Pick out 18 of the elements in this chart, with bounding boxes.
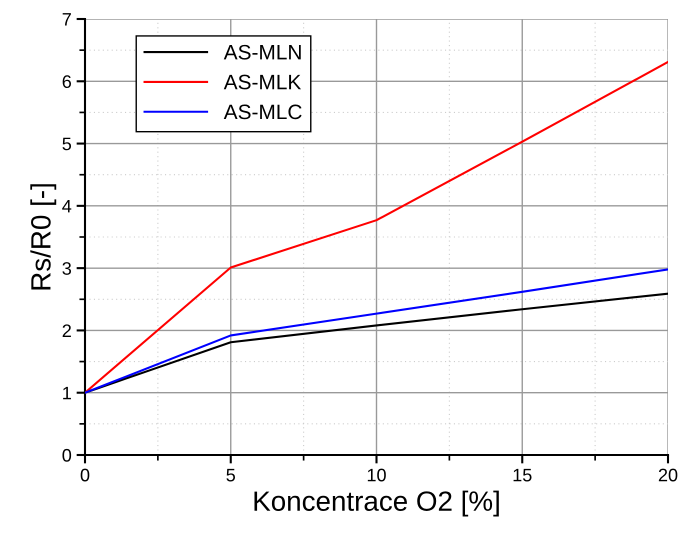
x-tick-label: 5 — [226, 468, 236, 482]
legend-label: AS-MLK — [224, 74, 302, 90]
legend-label: AS-MLN — [224, 44, 301, 60]
y-tick-label: 3 — [62, 262, 72, 275]
y-axis-title: Rs/R0 [-] — [30, 184, 56, 290]
y-tick-label: 7 — [62, 13, 71, 26]
y-tick-label: 4 — [62, 200, 72, 212]
x-tick-label: 0 — [80, 468, 90, 482]
y-tick-label: 2 — [62, 324, 71, 337]
x-axis-title: Koncentrace O2 [%] — [254, 490, 499, 516]
y-tick-label: 6 — [62, 75, 72, 88]
x-tick-label: 20 — [658, 468, 678, 482]
x-tick-label: 15 — [514, 468, 532, 482]
y-tick-label: 1 — [63, 386, 71, 400]
x-tick-label: 10 — [368, 468, 386, 482]
legend-label: AS-MLC — [224, 104, 302, 120]
y-tick-label: 5 — [62, 138, 72, 150]
y-tick-label: 0 — [62, 448, 72, 462]
